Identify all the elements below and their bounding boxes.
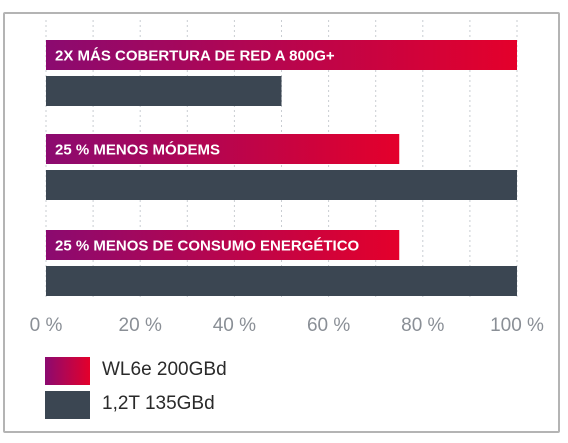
x-tick-label: 0 % [30,315,63,336]
bar-category-label-2: 25 % MENOS MÓDEMS [55,141,220,159]
x-tick-label: 100 % [490,315,544,336]
bar-series-2-2 [46,170,517,200]
bar-series-2-1 [46,76,282,106]
bar-category-label-3: 25 % MENOS DE CONSUMO ENERGÉTICO [55,238,360,255]
bar-series-2-3 [46,266,517,296]
legend-swatch-series-1 [45,357,90,385]
legend-label-series-2: 1,2T 135GBd [102,393,215,414]
legend-label-series-1: WL6e 200GBd [102,359,227,380]
bars: 2X MÁS COBERTURA DE RED A 800G+ 25 % MENO… [46,40,517,296]
x-tick-label: 60 % [307,315,350,336]
x-axis-ticks: 0 % 20 % 40 % 60 % 80 % 100 % [30,315,544,336]
bar-series-1-1 [46,40,517,70]
legend-item-series-1: WL6e 200GBd [45,357,345,385]
bar-series-1-3 [46,230,400,260]
bar-series-1-2 [46,134,400,164]
bar-category-label-1: 2X MÁS COBERTURA DE RED A 800G+ [55,48,335,65]
x-tick-label: 40 % [213,315,256,336]
legend-item-series-2: 1,2T 135GBd [45,391,345,419]
x-tick-label: 20 % [119,315,162,336]
legend-swatch-series-2 [45,391,90,419]
x-tick-label: 80 % [401,315,444,336]
